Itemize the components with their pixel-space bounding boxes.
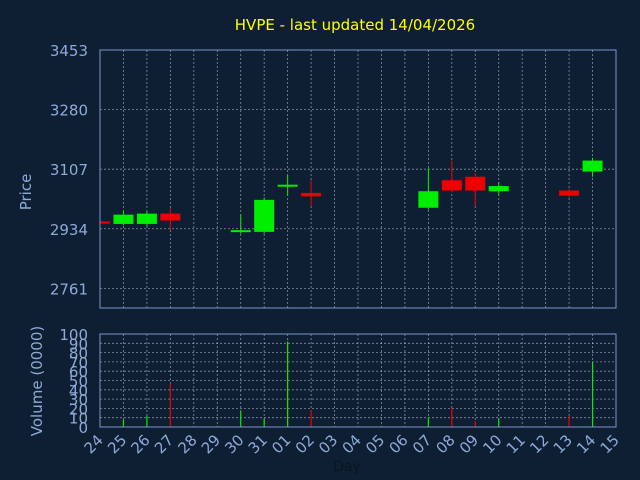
price-panel: 2761 2934 3107 3280 3453 Price — [17, 42, 617, 309]
candle — [301, 180, 322, 207]
candle — [465, 173, 486, 207]
candle-body — [488, 186, 509, 192]
candle-body — [465, 176, 486, 191]
candle — [113, 211, 134, 226]
candle — [559, 188, 580, 198]
volume-bars — [122, 341, 594, 427]
candle-body — [230, 230, 251, 233]
candle-body — [418, 191, 439, 208]
candle-body — [254, 199, 275, 232]
volume-axis-label: Volume (0000) — [28, 326, 46, 436]
price-axis-label: Price — [17, 174, 35, 211]
candle-body — [441, 180, 462, 191]
volume-plot-frame — [99, 333, 617, 428]
price-plot-frame — [99, 49, 617, 309]
x-ticks: 2425262728293031010203040506070809101112… — [81, 431, 623, 457]
price-y-ticks: 2761 2934 3107 3280 3453 — [50, 42, 88, 298]
price-tick-label: 2761 — [50, 280, 88, 298]
volume-tick-label: 60 — [69, 363, 88, 381]
candles — [99, 157, 603, 234]
candle-body — [160, 213, 181, 221]
candle-body — [301, 192, 322, 197]
volume-tick-label: 100 — [59, 326, 88, 344]
volume-tick-label: 0 — [78, 419, 88, 437]
volume-tick-label: 30 — [69, 391, 88, 409]
candle-body — [136, 213, 157, 224]
candle — [488, 181, 509, 196]
candle-body — [100, 221, 110, 224]
candle — [99, 221, 110, 224]
volume-tick-label: 40 — [69, 382, 88, 400]
price-tick-label: 2934 — [50, 221, 88, 239]
x-axis-label: Day — [333, 459, 361, 475]
candle-body — [277, 184, 298, 187]
candle — [254, 197, 275, 234]
candle — [160, 207, 181, 231]
volume-tick-label: 20 — [69, 400, 88, 418]
volume-tick-label: 10 — [69, 410, 88, 428]
price-tick-label: 3453 — [50, 42, 88, 60]
candle-body — [113, 214, 134, 224]
candle — [277, 175, 298, 196]
volume-tick-label: 70 — [69, 354, 88, 372]
candle-body — [559, 190, 580, 196]
volume-tick-label: 80 — [69, 345, 88, 363]
candle — [441, 160, 462, 193]
candle — [418, 168, 439, 210]
candle-body — [582, 160, 603, 172]
price-tick-label: 3280 — [50, 102, 88, 120]
candle — [582, 157, 603, 177]
candle — [136, 211, 157, 227]
chart-title: HVPE - last updated 14/04/2026 — [235, 16, 475, 34]
volume-tick-label: 90 — [69, 335, 88, 353]
volume-tick-label: 50 — [69, 373, 88, 391]
candle — [230, 214, 251, 234]
price-tick-label: 3107 — [50, 161, 88, 179]
price-grid — [99, 49, 617, 308]
